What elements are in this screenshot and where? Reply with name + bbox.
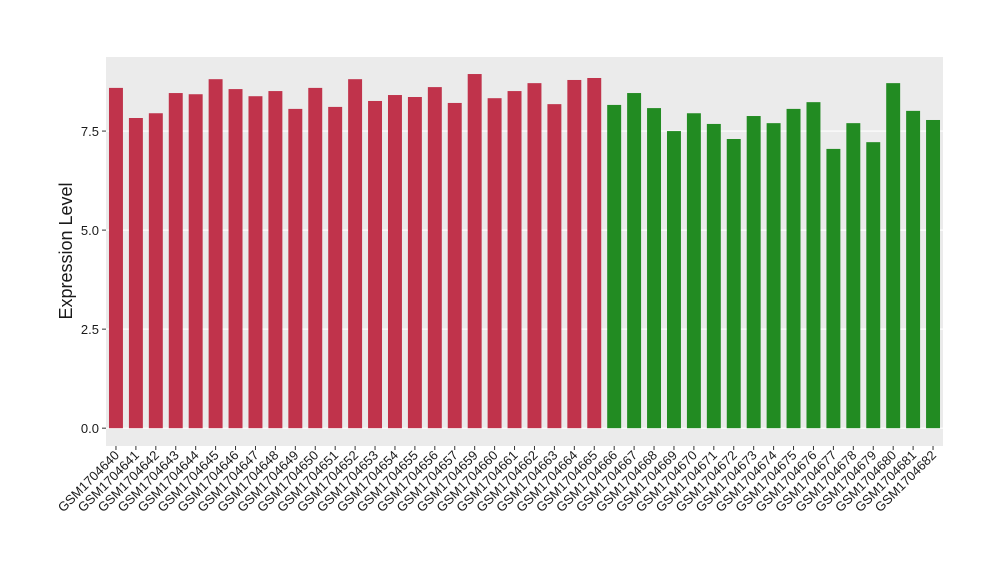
bar [507, 91, 522, 429]
bar [746, 116, 761, 429]
bar [168, 93, 183, 429]
bar [208, 79, 223, 429]
bar [228, 89, 243, 429]
bar [188, 94, 203, 429]
bar [666, 131, 681, 429]
bar [407, 97, 422, 429]
bar [467, 74, 482, 429]
bar [686, 113, 701, 429]
plot-panel [106, 57, 943, 446]
bar [128, 118, 143, 429]
bar [607, 104, 622, 429]
bar [766, 123, 781, 429]
bar [786, 108, 801, 429]
bar [447, 102, 462, 429]
y-tick-label: 7.5 [81, 124, 99, 139]
bar [328, 106, 343, 429]
bar [268, 91, 283, 429]
bar [906, 110, 921, 429]
bar [826, 148, 841, 429]
bar [587, 77, 602, 429]
bar [846, 123, 861, 429]
bar [866, 142, 881, 429]
bar [627, 93, 642, 429]
bar [108, 87, 123, 429]
bar [427, 87, 442, 429]
bar [148, 113, 163, 429]
bar [308, 87, 323, 429]
bar [547, 104, 562, 429]
y-axis-label: Expression Level [56, 182, 76, 319]
bar [726, 138, 741, 429]
y-tick-label: 2.5 [81, 322, 99, 337]
bar [567, 79, 582, 429]
y-tick-label: 5.0 [81, 223, 99, 238]
bar [487, 98, 502, 429]
bar [348, 79, 363, 429]
bar [647, 108, 662, 429]
bar [806, 102, 821, 429]
bar [926, 119, 941, 429]
y-tick-label: 0.0 [81, 421, 99, 436]
bar [886, 83, 901, 429]
bar [368, 100, 383, 429]
bar [387, 95, 402, 429]
bar [527, 83, 542, 429]
bar [288, 108, 303, 429]
bar [248, 96, 263, 429]
bar [706, 123, 721, 429]
